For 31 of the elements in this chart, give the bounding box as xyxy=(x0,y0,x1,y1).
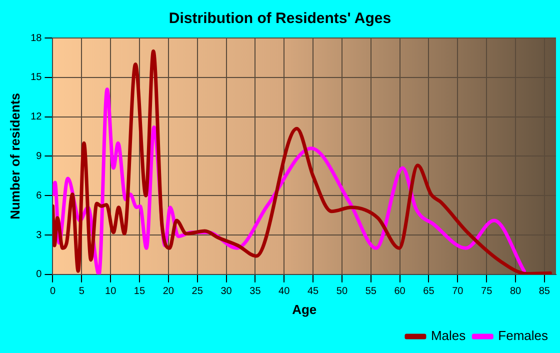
x-tick-label: 80 xyxy=(510,286,522,298)
x-tick-label: 50 xyxy=(336,286,348,298)
y-tick-label: 12 xyxy=(30,112,42,123)
y-axis-title: Number of residents xyxy=(7,92,22,220)
x-tick-label: 0 xyxy=(50,286,56,298)
x-tick-label: 10 xyxy=(105,286,117,298)
x-tick-label: 70 xyxy=(452,286,464,298)
x-tick-label: 85 xyxy=(538,286,550,298)
x-tick-label: 35 xyxy=(250,286,262,298)
x-tick-label: 40 xyxy=(278,286,290,298)
x-tick-label: 55 xyxy=(365,286,377,298)
y-tick-label: 6 xyxy=(36,190,42,202)
x-tick-label: 75 xyxy=(481,286,493,298)
x-tick-label: 65 xyxy=(423,286,435,298)
x-tick-label: 60 xyxy=(394,286,406,298)
y-tick-label: 9 xyxy=(36,150,42,162)
x-axis-title: Age xyxy=(292,302,317,317)
y-tick-label: 18 xyxy=(30,32,42,44)
legend-label: Females xyxy=(498,328,548,344)
legend-label: Males xyxy=(430,328,466,344)
x-tick-label: 5 xyxy=(78,286,85,298)
x-tick-label: 30 xyxy=(220,286,232,298)
y-tick-label: 0 xyxy=(36,269,42,280)
line-series xyxy=(52,49,552,274)
x-tick-label: 20 xyxy=(162,286,174,298)
y-tick-label: 15 xyxy=(30,72,42,84)
y-tick-label: 3 xyxy=(36,230,42,241)
x-tick-label: 45 xyxy=(307,286,320,298)
x-tick-label: 15 xyxy=(134,286,146,298)
chart-title: Distribution of Residents' Ages xyxy=(168,10,392,28)
x-tick-label: 25 xyxy=(192,286,204,298)
